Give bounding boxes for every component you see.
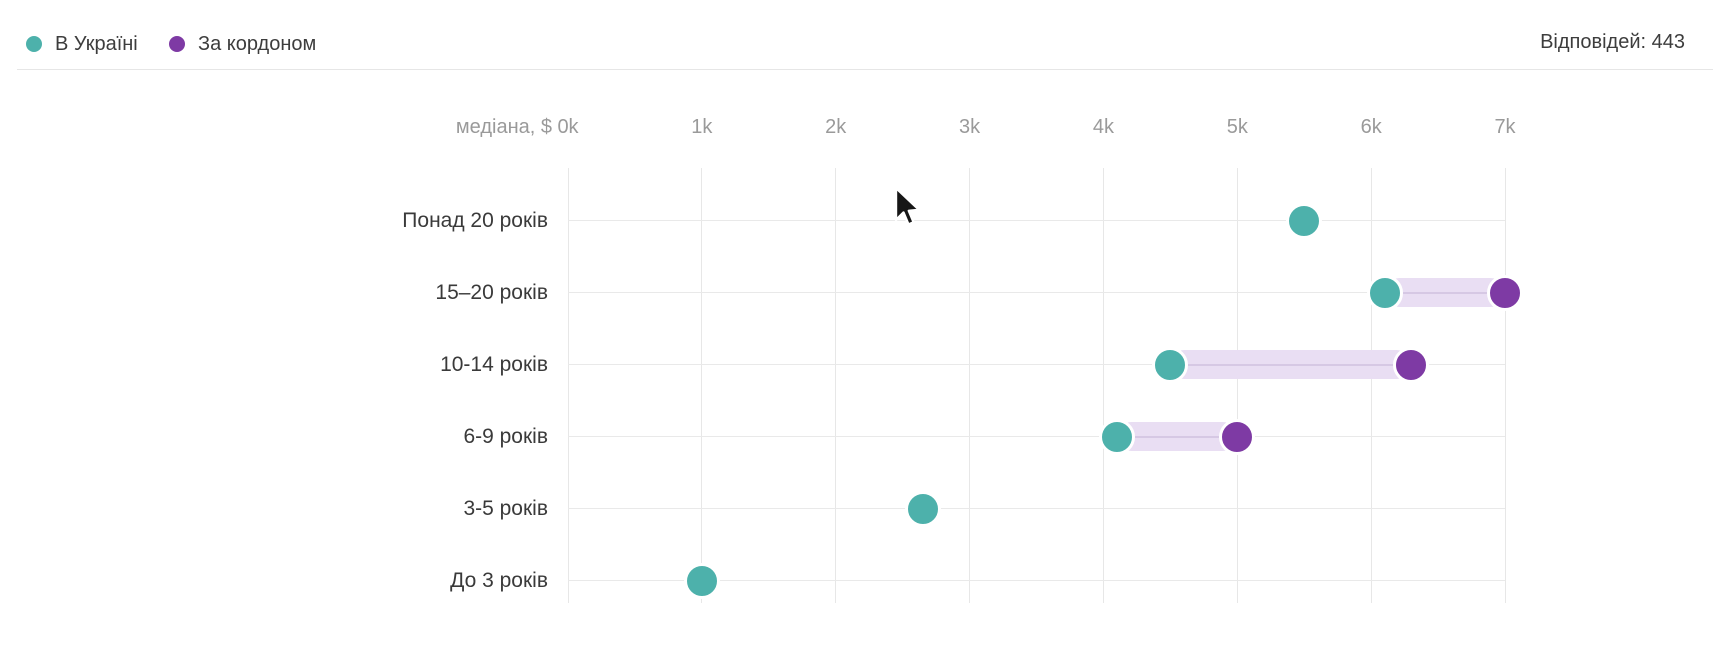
y-gridline xyxy=(568,220,1505,221)
dot-ukraine[interactable] xyxy=(904,490,941,527)
x-gridline xyxy=(1370,168,1372,603)
x-tick-label: 2k xyxy=(825,116,847,138)
y-gridline xyxy=(568,292,1505,293)
category-label: До 3 років xyxy=(450,568,548,592)
dot-ukraine[interactable] xyxy=(1152,346,1189,383)
x-tick-label: 0k xyxy=(557,116,579,138)
x-axis-title: медіана, $ xyxy=(455,116,552,138)
dot-abroad[interactable] xyxy=(1393,346,1430,383)
category-label: 10-14 років xyxy=(440,352,548,376)
x-gridline xyxy=(567,168,569,603)
dot-ukraine[interactable] xyxy=(1098,418,1135,455)
y-gridline xyxy=(568,508,1505,509)
legend-item-abroad[interactable]: За кордоном xyxy=(169,30,316,58)
x-gridline xyxy=(701,168,703,603)
dot-ukraine[interactable] xyxy=(1366,274,1403,311)
category-label: 15–20 років xyxy=(435,280,548,304)
x-tick-label: 5k xyxy=(1226,116,1248,138)
connector-band xyxy=(1116,422,1238,451)
y-gridline xyxy=(568,580,1505,581)
x-tick-label: 3k xyxy=(959,116,981,138)
legend-label-abroad: За кордоном xyxy=(198,32,317,55)
x-gridline xyxy=(835,168,837,603)
responses-count: Відповідей: 443 xyxy=(1540,31,1685,53)
category-label: 3-5 років xyxy=(463,496,548,520)
category-label: 6-9 років xyxy=(463,424,548,448)
y-gridline xyxy=(568,436,1505,437)
legend-dot-abroad-icon xyxy=(169,36,185,52)
connector-line xyxy=(1388,291,1501,294)
connector-band xyxy=(1170,350,1412,379)
legend-dot-ukraine-icon xyxy=(26,36,42,52)
x-gridline xyxy=(1236,168,1238,603)
dot-ukraine[interactable] xyxy=(683,562,720,599)
legend-item-ukraine[interactable]: В Україні xyxy=(26,30,138,58)
x-tick-label: 1k xyxy=(691,116,713,138)
connector-line xyxy=(1120,435,1234,438)
x-tick-label: 6k xyxy=(1360,116,1382,138)
legend-label-ukraine: В Україні xyxy=(55,32,138,55)
header-divider xyxy=(17,69,1713,70)
connector-line xyxy=(1174,363,1408,366)
dot-ukraine[interactable] xyxy=(1286,202,1323,239)
x-gridline xyxy=(969,168,971,603)
dot-abroad[interactable] xyxy=(1219,418,1256,455)
y-gridline xyxy=(568,364,1505,365)
x-gridline xyxy=(1504,168,1506,603)
connector-band xyxy=(1384,278,1505,307)
x-gridline xyxy=(1102,168,1104,603)
category-label: Понад 20 років xyxy=(402,208,548,232)
x-tick-label: 7k xyxy=(1494,116,1516,138)
x-tick-label: 4k xyxy=(1092,116,1114,138)
dot-abroad[interactable] xyxy=(1487,274,1523,311)
